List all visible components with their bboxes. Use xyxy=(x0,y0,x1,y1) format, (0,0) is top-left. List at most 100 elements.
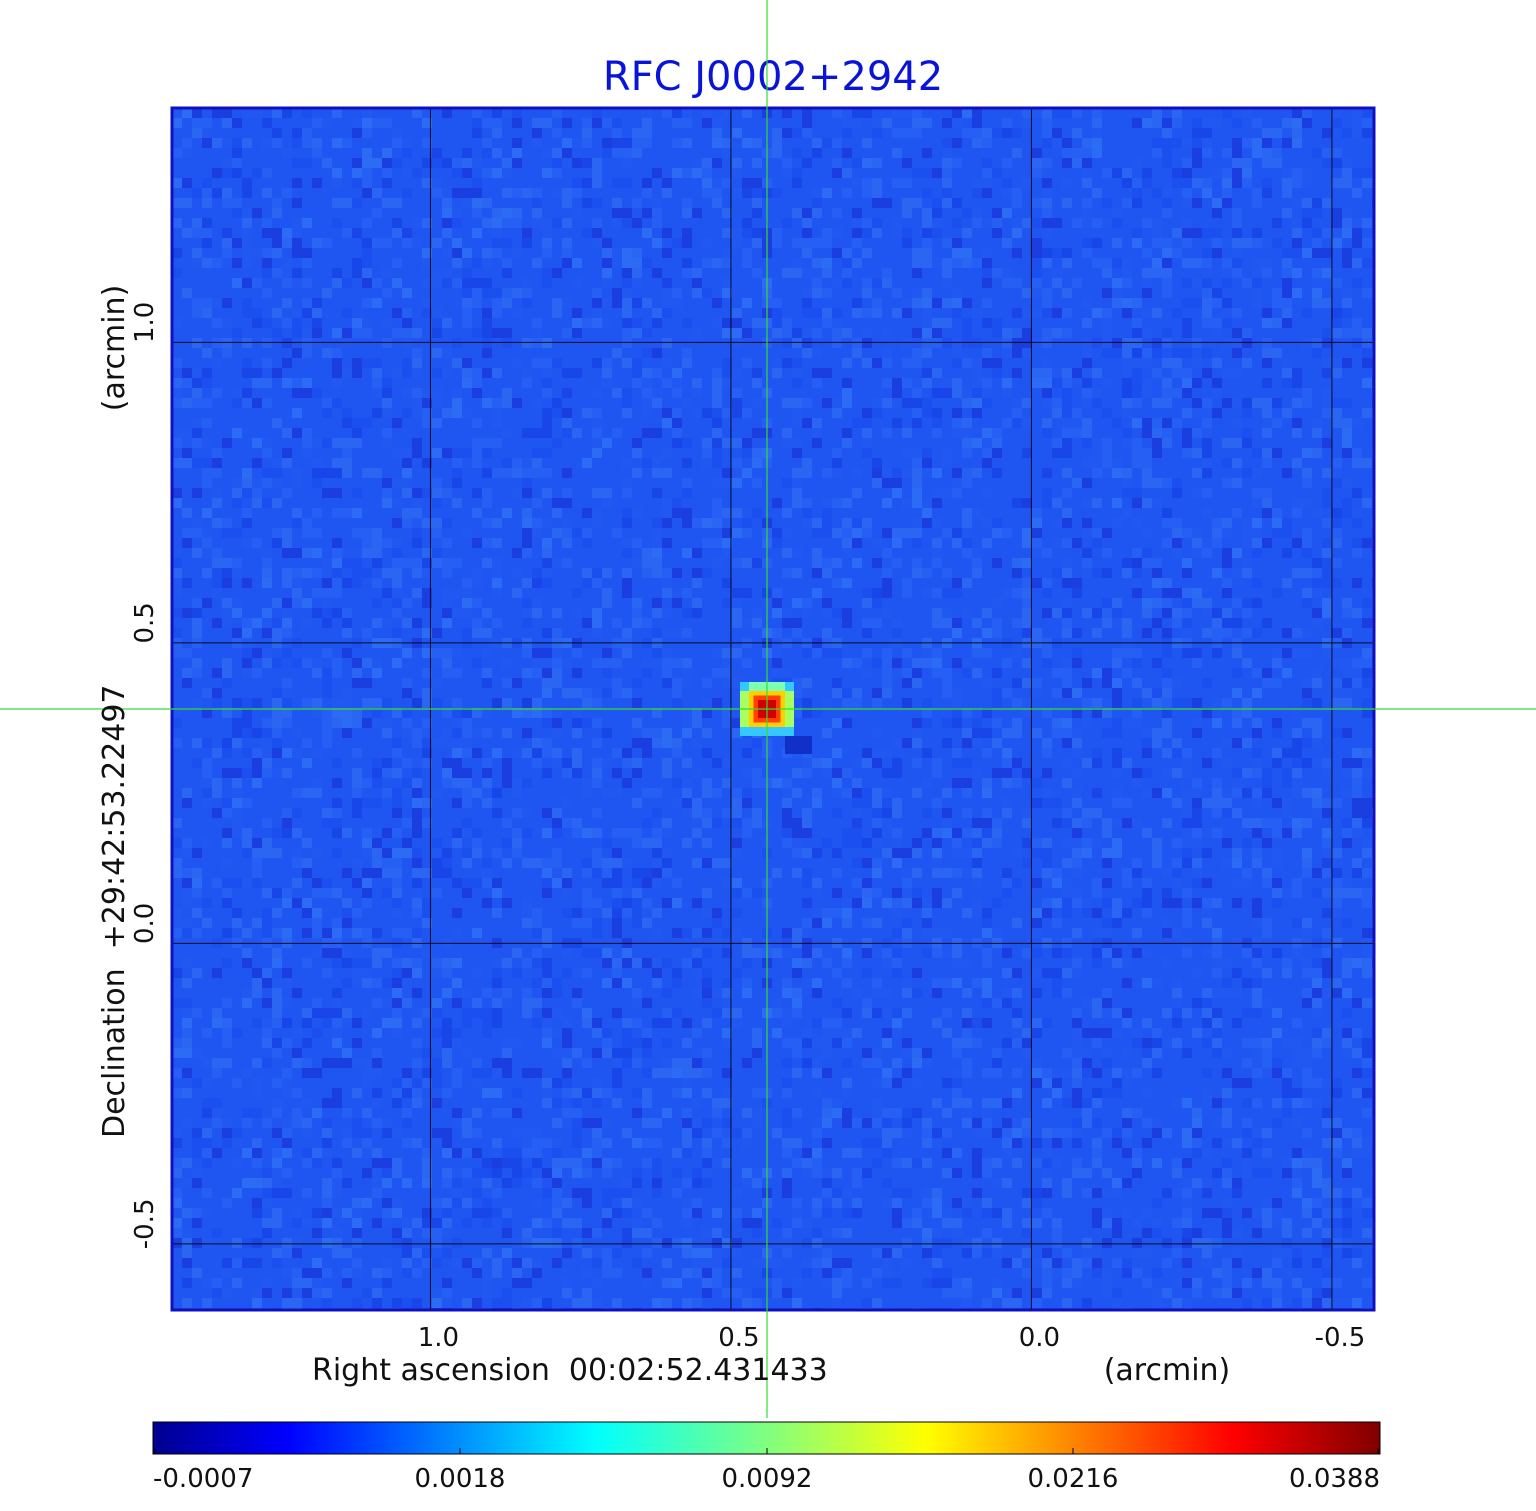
noise-pixel xyxy=(712,258,722,268)
noise-pixel xyxy=(932,318,942,328)
noise-pixel xyxy=(422,898,432,908)
noise-pixel xyxy=(1182,528,1192,538)
noise-pixel xyxy=(592,1028,602,1038)
noise-pixel xyxy=(522,998,532,1008)
noise-pixel xyxy=(592,928,602,938)
noise-pixel xyxy=(1162,268,1172,278)
noise-pixel xyxy=(1322,338,1332,348)
noise-pixel xyxy=(532,948,542,958)
noise-pixel xyxy=(302,338,312,348)
noise-pixel xyxy=(812,588,822,598)
noise-pixel xyxy=(1202,608,1212,618)
noise-pixel xyxy=(402,358,412,368)
noise-pixel xyxy=(952,218,962,228)
noise-pixel xyxy=(1302,678,1312,688)
noise-pixel xyxy=(612,198,622,208)
noise-pixel xyxy=(652,398,662,408)
noise-pixel xyxy=(682,708,692,718)
noise-pixel xyxy=(542,888,552,898)
noise-pixel xyxy=(1132,178,1142,188)
noise-pixel xyxy=(902,868,912,878)
noise-pixel xyxy=(732,388,742,398)
noise-pixel xyxy=(752,558,762,568)
noise-pixel xyxy=(1072,148,1082,158)
noise-pixel xyxy=(1002,588,1012,598)
noise-pixel xyxy=(982,158,992,168)
noise-pixel xyxy=(582,538,592,548)
noise-pixel xyxy=(1132,948,1142,958)
noise-pixel xyxy=(1032,948,1042,958)
noise-pixel xyxy=(412,518,422,528)
noise-pixel xyxy=(1362,118,1372,128)
noise-pixel xyxy=(872,308,882,318)
noise-pixel xyxy=(662,988,672,998)
noise-pixel xyxy=(1222,808,1232,818)
noise-pixel xyxy=(1082,558,1092,568)
noise-pixel xyxy=(1072,848,1082,858)
noise-pixel xyxy=(802,758,812,768)
noise-pixel xyxy=(1202,948,1212,958)
noise-pixel xyxy=(452,878,462,888)
noise-pixel xyxy=(372,558,382,568)
noise-pixel xyxy=(542,1028,552,1038)
noise-pixel xyxy=(332,718,342,728)
noise-pixel xyxy=(1172,418,1182,428)
noise-pixel xyxy=(902,498,912,508)
noise-pixel xyxy=(322,688,332,698)
noise-pixel xyxy=(1252,298,1262,308)
noise-pixel xyxy=(1272,158,1282,168)
noise-pixel xyxy=(892,1008,902,1018)
noise-pixel xyxy=(1352,758,1362,768)
noise-pixel xyxy=(1092,238,1102,248)
noise-pixel xyxy=(1002,268,1012,278)
noise-pixel xyxy=(1042,858,1052,868)
noise-pixel xyxy=(602,728,612,738)
noise-pixel xyxy=(722,138,732,148)
noise-pixel xyxy=(722,928,732,938)
noise-pixel xyxy=(912,378,922,388)
noise-pixel xyxy=(932,838,942,848)
noise-pixel xyxy=(802,228,812,238)
noise-pixel xyxy=(1322,798,1332,808)
noise-pixel xyxy=(1012,678,1022,688)
noise-pixel xyxy=(492,958,502,968)
noise-pixel xyxy=(822,468,832,478)
noise-pixel xyxy=(1092,308,1102,318)
noise-pixel xyxy=(672,658,682,668)
noise-pixel xyxy=(222,558,232,568)
noise-pixel xyxy=(1032,368,1042,378)
noise-pixel xyxy=(1202,758,1212,768)
noise-pixel xyxy=(392,788,402,798)
noise-pixel xyxy=(1122,868,1132,878)
noise-pixel xyxy=(1182,798,1192,808)
noise-pixel xyxy=(562,298,572,308)
noise-pixel xyxy=(772,188,782,198)
noise-pixel xyxy=(802,608,812,618)
noise-pixel xyxy=(1132,718,1142,728)
noise-pixel xyxy=(452,728,462,738)
noise-pixel xyxy=(372,388,382,398)
noise-pixel xyxy=(1042,658,1052,668)
noise-pixel xyxy=(412,898,422,908)
noise-pixel xyxy=(402,288,412,298)
noise-pixel xyxy=(312,848,322,858)
noise-pixel xyxy=(552,758,562,768)
noise-pixel xyxy=(982,138,992,148)
noise-pixel xyxy=(752,448,762,458)
noise-pixel xyxy=(842,258,852,268)
noise-pixel xyxy=(1252,998,1262,1008)
noise-pixel xyxy=(642,1028,652,1038)
noise-pixel xyxy=(1162,518,1172,528)
noise-pixel xyxy=(1322,888,1332,898)
noise-pixel xyxy=(382,148,392,158)
noise-pixel xyxy=(1172,478,1182,488)
noise-pixel xyxy=(532,858,542,868)
noise-pixel xyxy=(592,768,602,778)
noise-pixel xyxy=(582,828,592,838)
noise-pixel xyxy=(1092,108,1102,118)
noise-pixel xyxy=(982,258,992,268)
noise-pixel xyxy=(322,118,332,128)
noise-pixel xyxy=(752,768,762,778)
noise-pixel xyxy=(1312,718,1322,728)
noise-pixel xyxy=(792,448,802,458)
